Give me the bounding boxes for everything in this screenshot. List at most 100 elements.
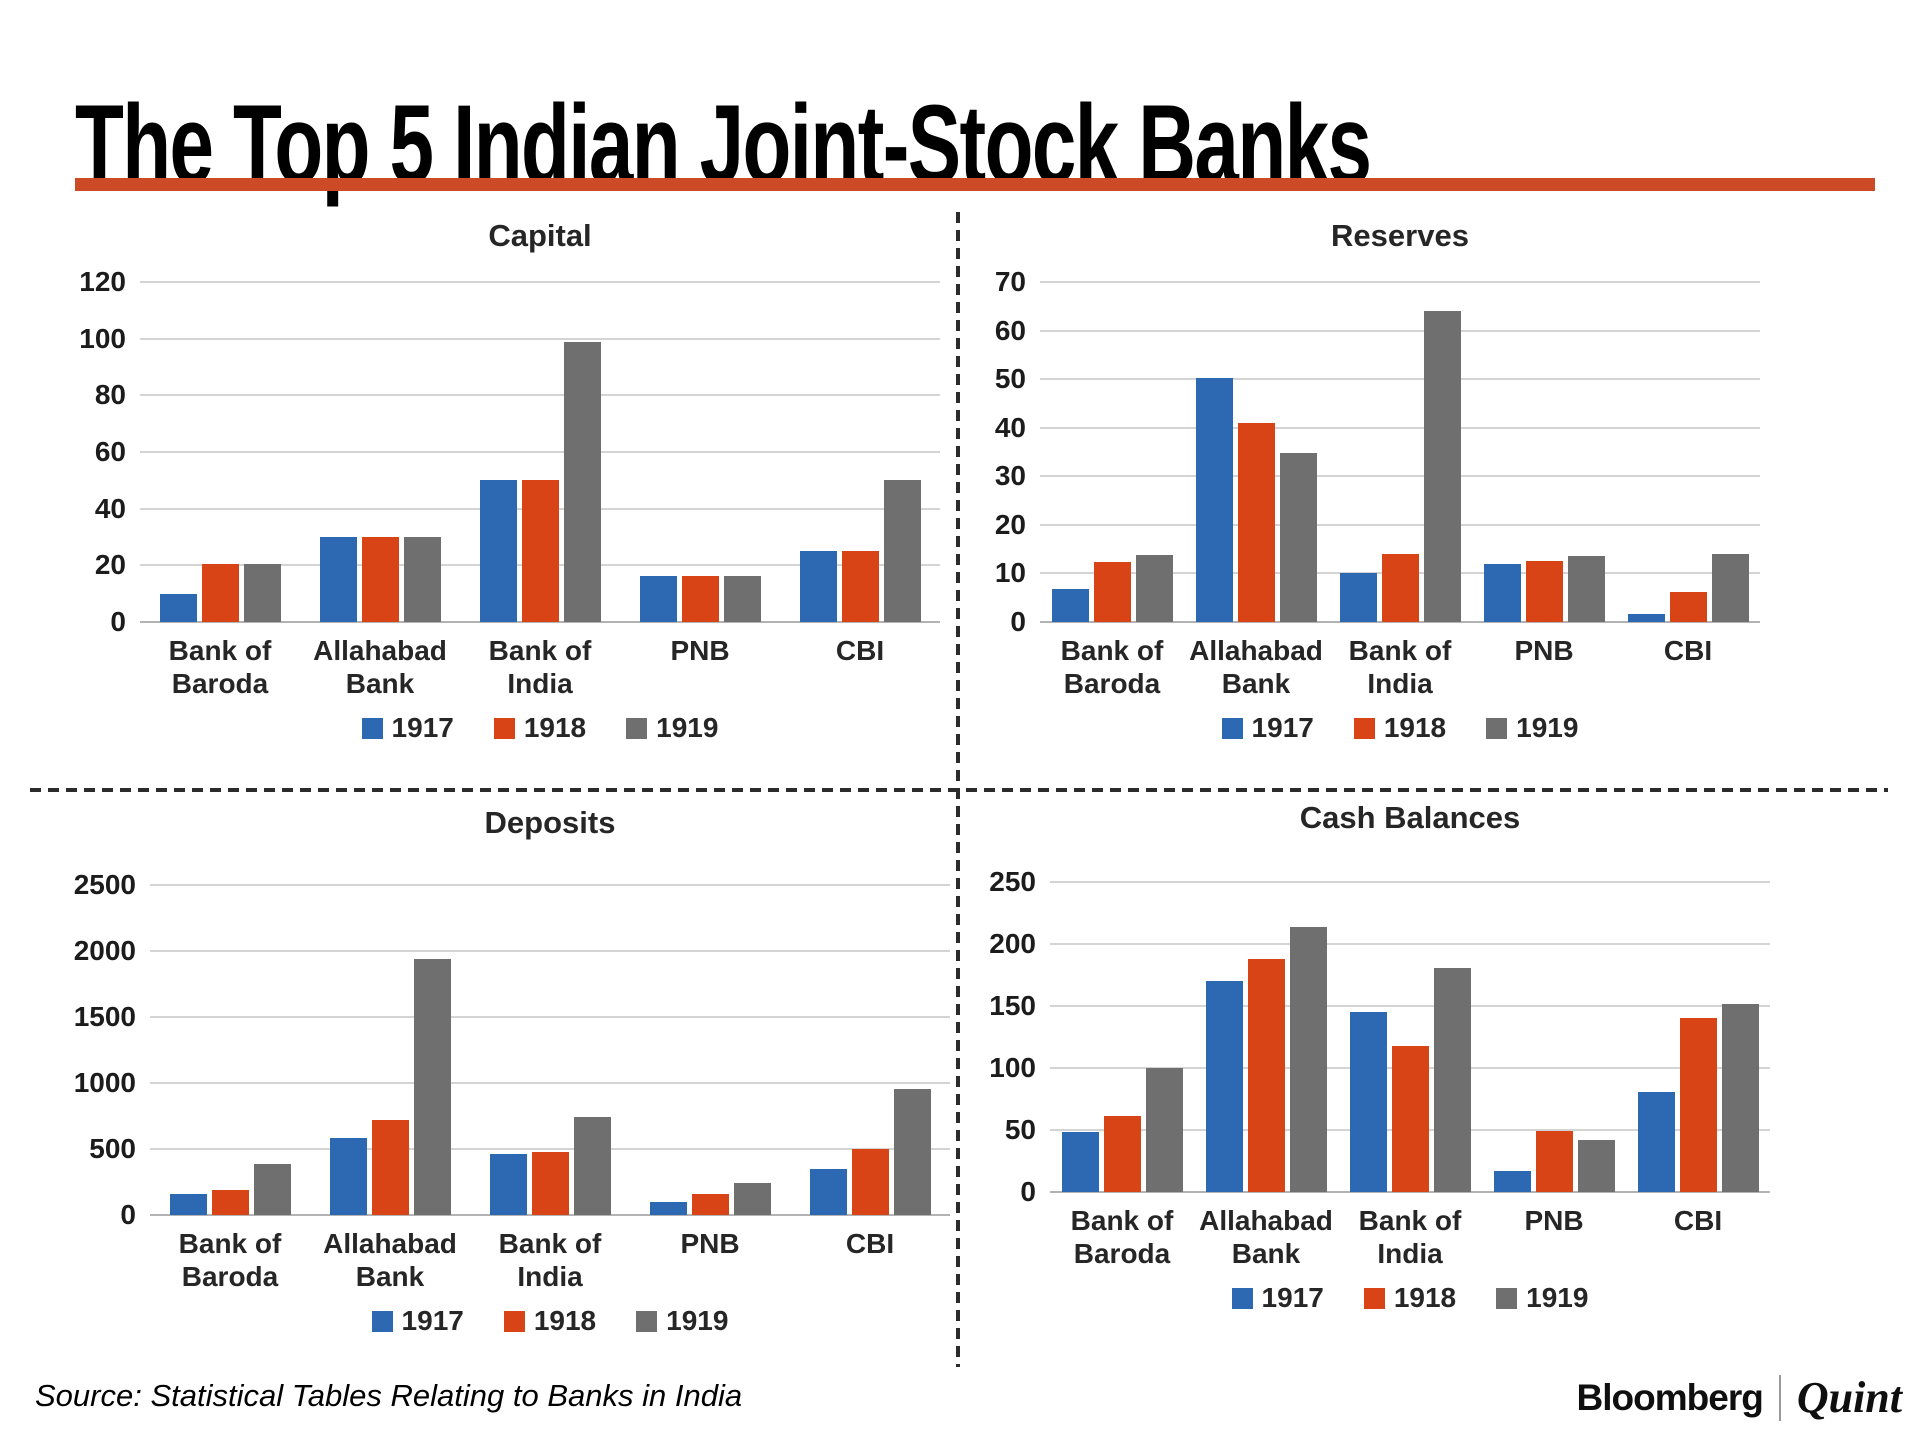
bar-1917 <box>1339 573 1377 622</box>
chart-title: Cash Balances <box>1299 800 1521 835</box>
bar-group <box>1349 882 1471 1192</box>
bar-1917 <box>1493 1170 1531 1192</box>
gridline <box>1040 378 1760 381</box>
gridline <box>140 281 940 283</box>
x-axis-label: PNB <box>1514 635 1574 666</box>
bar-groups <box>1040 282 1760 622</box>
gridline <box>1050 881 1770 883</box>
bloomberg-logo: Bloomberg <box>1576 1376 1764 1418</box>
legend-item-1917: 1917 <box>371 1307 464 1335</box>
y-tick-label: 0 <box>1010 606 1026 637</box>
x-axis-label: Bank of Baroda <box>168 635 272 700</box>
bar-1919 <box>1567 555 1605 622</box>
bar-group <box>1205 882 1327 1192</box>
y-tick-label: 100 <box>989 1052 1036 1083</box>
y-tick-label: 0 <box>120 1199 136 1230</box>
bar-1918 <box>361 537 399 622</box>
y-tick-label: 50 <box>1004 1114 1036 1145</box>
bar-1919 <box>1145 1068 1183 1192</box>
bar-1919 <box>413 958 451 1215</box>
bar-1918 <box>1525 560 1563 622</box>
bar-1918 <box>1103 1116 1141 1192</box>
bar-1917 <box>159 593 197 622</box>
chart-title: Deposits <box>484 805 616 840</box>
gridline <box>1040 475 1760 478</box>
x-axis-label: Allahabad Bank <box>1199 1205 1333 1270</box>
y-tick-label: 50 <box>994 363 1026 395</box>
legend-label: 1919 <box>656 712 719 744</box>
y-tick-label: 250 <box>989 866 1036 897</box>
chart-cash-balances: Cash Balances 0 50 100 150 200 250 Bank of Baro… <box>985 800 1770 1312</box>
legend-swatch-icon <box>636 1310 658 1332</box>
legend-swatch-icon <box>1221 717 1243 739</box>
bar-group <box>1061 882 1183 1192</box>
bar-group <box>169 885 291 1215</box>
legend: 1917 1918 1919 <box>1050 1284 1770 1312</box>
plot-canvas <box>1050 881 1770 1193</box>
bar-1918 <box>681 575 719 622</box>
gridline <box>1040 426 1760 429</box>
legend: 1917 1918 1919 <box>1040 714 1760 742</box>
bar-1919 <box>563 341 601 622</box>
y-axis: 0 20 40 60 80 100 120 <box>60 268 140 636</box>
x-axis-label: Bank of India <box>498 1228 602 1293</box>
x-axis-label: Bank of India <box>488 635 592 700</box>
bar-group <box>1627 282 1749 622</box>
y-axis: 0 10 20 30 40 50 60 70 <box>985 268 1040 636</box>
chart-title: Capital <box>488 218 592 253</box>
bar-1919 <box>733 1183 771 1215</box>
x-axis-label: Allahabad Bank <box>1189 635 1323 700</box>
legend-label: 1919 <box>666 1305 729 1337</box>
x-axis-label: Bank of Baroda <box>178 1228 282 1293</box>
bar-1917 <box>1195 377 1233 622</box>
bar-1919 <box>1721 1003 1759 1192</box>
bar-1918 <box>1381 554 1419 622</box>
chart-plot-area: 0 20 40 60 80 100 120 <box>60 268 940 636</box>
chart-deposits: Deposits 0 500 1000 1500 2000 2500 Bank of Baro… <box>60 805 950 1335</box>
y-tick-label: 40 <box>94 492 126 524</box>
y-tick-label: 20 <box>94 549 126 581</box>
bar-1919 <box>403 537 441 622</box>
legend-label: 1919 <box>1516 712 1579 744</box>
bar-group <box>799 282 921 622</box>
gridline <box>1040 621 1760 623</box>
y-tick-label: 60 <box>94 436 126 467</box>
bar-group <box>159 282 281 622</box>
bar-1918 <box>1237 422 1275 622</box>
bar-1918 <box>691 1193 729 1215</box>
bar-group <box>1493 882 1615 1192</box>
y-tick-label: 10 <box>994 557 1026 589</box>
bar-group <box>649 885 771 1215</box>
source-text: Source: Statistical Tables Relating to B… <box>35 1378 743 1413</box>
gridline <box>1040 281 1760 283</box>
legend-label: 1917 <box>1261 1282 1324 1314</box>
bar-1919 <box>883 480 921 622</box>
bar-groups <box>1050 882 1770 1192</box>
legend-swatch-icon <box>1231 1287 1253 1309</box>
gridline <box>150 1148 950 1150</box>
bar-group <box>809 885 931 1215</box>
x-axis-label: Allahabad Bank <box>313 635 447 700</box>
x-axis-label: Allahabad Bank <box>323 1228 457 1293</box>
gridline <box>140 451 940 453</box>
bar-group <box>639 282 761 622</box>
bar-1919 <box>243 563 281 622</box>
y-tick-label: 20 <box>994 508 1026 540</box>
bar-1917 <box>1637 1091 1675 1192</box>
bar-group <box>1051 282 1173 622</box>
bar-1918 <box>1247 958 1285 1192</box>
legend-swatch-icon <box>1353 717 1375 739</box>
y-tick-label: 2500 <box>73 869 136 900</box>
x-axis-labels: Bank of Baroda Allahabad Bank Bank of Indi… <box>140 634 940 700</box>
legend-item-1918: 1918 <box>493 714 586 742</box>
gridline <box>1050 943 1770 945</box>
x-axis-label: CBI <box>845 1228 895 1259</box>
bar-1918 <box>851 1149 889 1215</box>
gridline <box>150 1016 950 1018</box>
x-axis-label: PNB <box>670 635 730 666</box>
y-axis: 0 500 1000 1500 2000 2500 <box>60 871 150 1229</box>
legend-label: 1918 <box>1393 1282 1457 1314</box>
bar-1918 <box>201 563 239 622</box>
bar-group <box>1339 282 1461 622</box>
bar-1919 <box>1711 554 1749 622</box>
